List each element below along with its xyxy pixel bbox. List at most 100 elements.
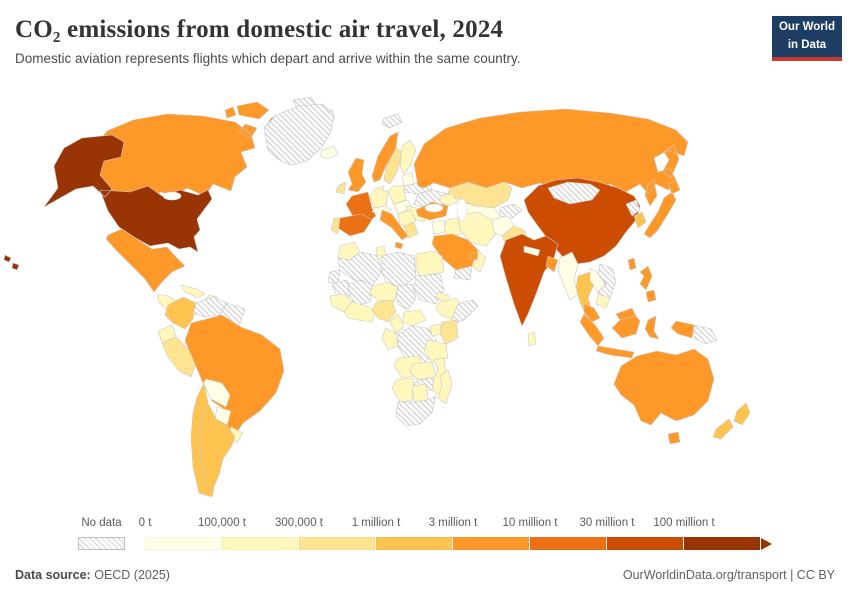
country-kenya[interactable] [439, 319, 459, 345]
country-mali[interactable] [347, 279, 375, 307]
owid-logo-accent-bar [772, 56, 842, 61]
country-united-states[interactable] [3, 134, 213, 271]
country-oman[interactable] [471, 249, 487, 273]
country-mongolia[interactable] [547, 181, 601, 205]
legend-no-data-label: No data [81, 517, 122, 529]
owid-logo-line2: in Data [787, 39, 827, 52]
country-portugal[interactable] [330, 217, 341, 235]
country-new-zealand[interactable] [712, 402, 751, 440]
legend-bucket-swatch[interactable] [530, 537, 606, 550]
country-philippines[interactable] [639, 265, 657, 303]
country-yemen[interactable] [453, 265, 473, 281]
country-south-africa[interactable] [395, 395, 437, 427]
data-source: Data source: OECD (2025) [15, 568, 170, 582]
country-bolivia[interactable] [202, 378, 231, 408]
country-chad[interactable] [395, 283, 417, 311]
country-kyrgyzstan-tajikistan[interactable] [499, 203, 523, 219]
country-zambia[interactable] [409, 361, 437, 381]
legend-tick-label: 30 million t [579, 517, 635, 529]
world-map-svg [3, 96, 751, 498]
legend-bucket-swatch[interactable] [222, 537, 298, 550]
legend-tick-label: 100,000 t [198, 517, 246, 529]
owid-logo: Our World in Data [772, 16, 842, 61]
country-cuba[interactable] [180, 284, 206, 299]
country-italy[interactable] [379, 209, 409, 250]
page-title: CO₂ emissions from domestic air travel, … [15, 16, 504, 43]
country-greece[interactable] [403, 221, 419, 239]
legend-bucket-swatch[interactable] [607, 537, 683, 550]
country-cameroon[interactable] [389, 313, 405, 335]
chart-footer: Data source: OECD (2025) OurWorldinData.… [15, 568, 835, 582]
country-svalbard[interactable] [381, 113, 403, 129]
country-indonesia[interactable] [579, 313, 695, 359]
country-botswana[interactable] [411, 383, 429, 403]
country-taiwan[interactable] [627, 257, 637, 271]
legend-tick-label: 10 million t [502, 517, 558, 529]
data-source-value: OECD (2025) [94, 568, 170, 582]
country-madagascar[interactable] [437, 369, 453, 405]
data-source-label: Data source: [15, 568, 91, 582]
country-west-africa-coast[interactable] [343, 301, 377, 323]
legend-bucket-swatch[interactable] [145, 537, 221, 550]
country-iran[interactable] [457, 211, 497, 247]
country-japan[interactable] [643, 179, 681, 239]
legend-no-data: No data [78, 517, 125, 550]
legend-scale: 0 t 100,000 t 300,000 t 1 million t 3 millio… [139, 517, 785, 550]
country-australia[interactable] [613, 348, 715, 445]
country-cambodia[interactable] [595, 293, 611, 309]
legend-bucket-swatch[interactable] [453, 537, 529, 550]
country-uae[interactable] [468, 251, 479, 261]
country-spain[interactable] [337, 213, 373, 237]
country-mexico[interactable] [105, 228, 186, 293]
legend-no-data-swatch[interactable] [78, 537, 125, 550]
country-namibia[interactable] [391, 377, 415, 403]
country-greenland[interactable] [263, 103, 335, 166]
country-western-sahara[interactable] [327, 269, 341, 285]
country-nigeria[interactable] [371, 299, 397, 323]
country-bangladesh[interactable] [545, 255, 559, 273]
country-niger[interactable] [369, 281, 399, 303]
lake-great-lakes [162, 191, 182, 201]
legend-color-bar [145, 537, 785, 550]
legend-arrow [761, 537, 772, 550]
legend-tick-label: 100 million t [653, 517, 715, 529]
country-central-african-republic[interactable] [401, 309, 427, 327]
country-ireland[interactable] [335, 181, 347, 195]
sea-caspian [456, 198, 468, 222]
country-colombia[interactable] [164, 296, 197, 330]
map-legend: No data 0 t 100,000 t 300,000 t 1 million t… [0, 517, 850, 557]
country-egypt[interactable] [415, 250, 445, 277]
country-argentina[interactable] [199, 402, 236, 490]
country-papua-new-guinea[interactable] [693, 324, 718, 345]
attribution-link[interactable]: OurWorldinData.org/transport | CC BY [622, 568, 835, 582]
legend-bucket-swatch[interactable] [299, 537, 375, 550]
country-iceland[interactable] [319, 145, 339, 160]
country-finland[interactable] [399, 139, 417, 175]
country-peru[interactable] [161, 336, 197, 378]
legend-bucket-swatch[interactable] [376, 537, 452, 550]
country-congo-gabon[interactable] [381, 327, 399, 351]
country-united-kingdom[interactable] [347, 157, 367, 193]
country-myanmar[interactable] [557, 251, 579, 301]
country-libya[interactable] [381, 251, 417, 289]
country-sri-lanka[interactable] [527, 331, 537, 347]
country-india[interactable] [499, 233, 559, 327]
legend-tick-labels: 0 t 100,000 t 300,000 t 1 million t 3 millio… [139, 517, 785, 533]
country-russia[interactable] [413, 108, 689, 207]
country-south-korea[interactable] [633, 211, 647, 229]
legend-bucket-swatch[interactable] [684, 537, 760, 550]
country-germany[interactable] [369, 187, 389, 209]
country-north-korea[interactable] [625, 199, 641, 217]
country-brazil[interactable] [184, 314, 285, 438]
country-somalia[interactable] [451, 299, 479, 325]
legend-tick-label: 0 t [138, 517, 152, 529]
legend-tick-label: 1 million t [351, 517, 401, 529]
country-sweden[interactable] [383, 147, 403, 185]
page-subtitle: Domestic aviation represents flights whi… [15, 51, 521, 66]
chart-header: CO₂ emissions from domestic air travel, … [0, 0, 850, 88]
country-nepal[interactable] [523, 245, 541, 257]
legend-tick-label: 300,000 t [275, 517, 323, 529]
country-caucasus[interactable] [439, 193, 459, 207]
owid-logo-line1: Our World [778, 21, 835, 33]
